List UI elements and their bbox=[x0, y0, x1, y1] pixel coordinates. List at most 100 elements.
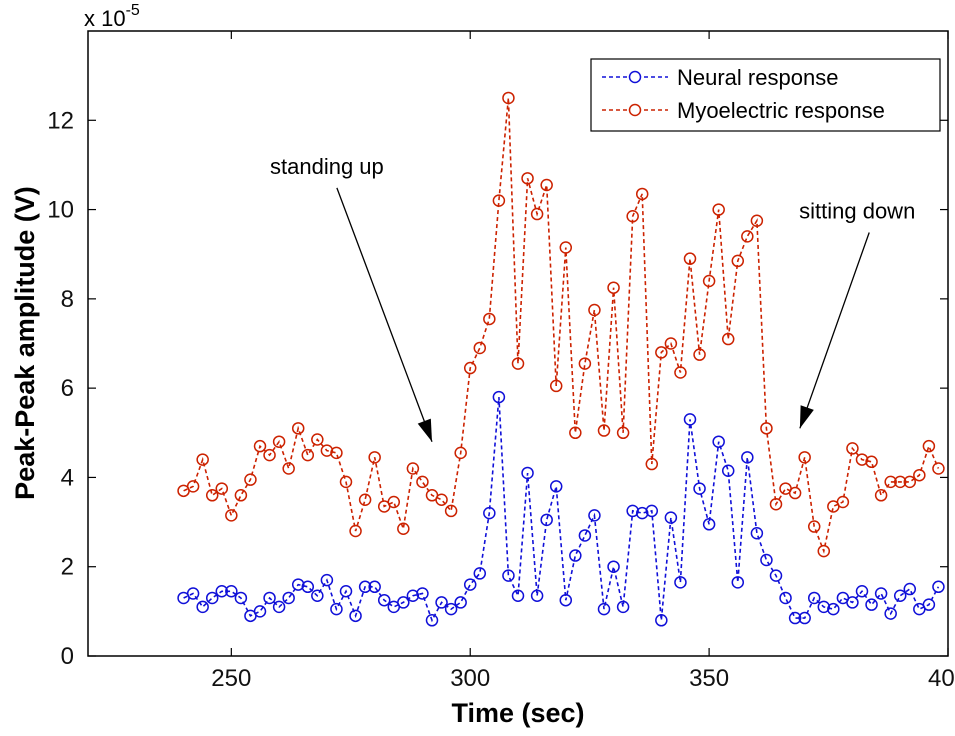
data-point bbox=[234, 591, 248, 605]
data-point bbox=[750, 526, 764, 540]
y-scale-multiplier: x 10-5 bbox=[84, 2, 140, 31]
data-point bbox=[855, 585, 869, 598]
data-point bbox=[874, 587, 888, 600]
data-point bbox=[444, 504, 458, 518]
data-point bbox=[397, 596, 410, 609]
data-point bbox=[349, 609, 362, 623]
data-point bbox=[521, 172, 534, 185]
data-point bbox=[205, 489, 219, 502]
legend-box bbox=[590, 58, 941, 132]
data-point bbox=[788, 611, 802, 625]
data-point bbox=[913, 468, 926, 482]
data-point bbox=[502, 569, 515, 582]
data-point bbox=[741, 451, 754, 464]
data-point bbox=[865, 455, 878, 469]
y-tick-label: 2 bbox=[61, 554, 74, 581]
plot-frame bbox=[87, 30, 949, 657]
data-point bbox=[588, 303, 601, 317]
legend-swatch-marker bbox=[628, 103, 642, 117]
data-point bbox=[559, 241, 573, 254]
series-line bbox=[183, 97, 940, 554]
data-point bbox=[549, 379, 563, 393]
data-point bbox=[559, 593, 573, 607]
data-point bbox=[301, 448, 315, 462]
data-point bbox=[903, 582, 917, 596]
data-point bbox=[702, 274, 716, 288]
data-point bbox=[893, 475, 907, 489]
data-point bbox=[282, 462, 295, 475]
data-point bbox=[855, 453, 869, 466]
data-point bbox=[311, 589, 324, 602]
data-point bbox=[349, 524, 362, 538]
data-point bbox=[807, 520, 821, 533]
data-point bbox=[368, 451, 381, 464]
data-point bbox=[511, 589, 525, 602]
data-point bbox=[932, 580, 945, 594]
data-point bbox=[406, 462, 420, 475]
data-point bbox=[597, 602, 611, 616]
data-point bbox=[846, 596, 859, 609]
annotation-arrow-head bbox=[417, 418, 432, 442]
data-point bbox=[922, 598, 936, 611]
data-point bbox=[196, 600, 209, 614]
data-point bbox=[626, 210, 639, 223]
y-tick-label: 10 bbox=[47, 197, 74, 224]
data-point bbox=[655, 614, 668, 627]
y-tick-label: 8 bbox=[61, 286, 74, 313]
data-point bbox=[263, 591, 276, 605]
data-point bbox=[358, 493, 372, 506]
annotation-arrow-head bbox=[799, 405, 814, 429]
data-point bbox=[893, 589, 907, 602]
data-point bbox=[702, 518, 716, 531]
x-tick-label: 400 bbox=[928, 665, 955, 692]
data-point bbox=[846, 442, 859, 455]
data-point bbox=[387, 495, 401, 509]
data-point bbox=[483, 506, 496, 520]
legend-label: Neural response bbox=[677, 65, 838, 90]
data-point bbox=[244, 473, 257, 486]
data-point bbox=[817, 544, 831, 558]
data-point bbox=[320, 573, 334, 587]
legend-label: Myoelectric response bbox=[677, 98, 885, 123]
data-point bbox=[463, 578, 477, 591]
data-point bbox=[569, 426, 582, 440]
data-point bbox=[616, 600, 630, 614]
data-point bbox=[540, 513, 553, 527]
annotation: sitting down bbox=[799, 199, 915, 429]
data-point bbox=[397, 522, 410, 536]
legend-item: Myoelectric response bbox=[602, 98, 885, 123]
data-point bbox=[569, 549, 582, 562]
data-point bbox=[664, 337, 678, 350]
y-tick-label: 6 bbox=[61, 375, 74, 402]
y-tick-label: 0 bbox=[61, 643, 74, 670]
data-point bbox=[655, 346, 668, 359]
annotation-layer: standing up sitting down bbox=[270, 154, 915, 442]
data-point bbox=[635, 506, 649, 520]
data-point bbox=[253, 605, 267, 618]
data-point bbox=[922, 439, 936, 453]
data-point bbox=[492, 194, 506, 207]
data-point bbox=[330, 602, 343, 616]
data-point bbox=[769, 497, 783, 511]
data-point bbox=[330, 446, 343, 460]
series-line bbox=[183, 397, 940, 623]
annotation-arrow-line bbox=[799, 232, 870, 429]
data-point bbox=[511, 357, 525, 370]
data-point bbox=[502, 91, 515, 105]
data-point bbox=[483, 312, 496, 326]
data-point bbox=[664, 511, 678, 524]
data-point bbox=[205, 591, 219, 605]
data-point bbox=[492, 390, 506, 404]
series-layer bbox=[177, 91, 945, 627]
series-neural bbox=[177, 390, 945, 627]
x-axis-title: Time (sec) bbox=[451, 698, 584, 728]
data-point bbox=[721, 464, 735, 477]
data-point bbox=[406, 589, 420, 602]
data-point bbox=[807, 591, 821, 605]
data-point bbox=[463, 361, 477, 375]
legend-item: Neural response bbox=[602, 65, 838, 90]
annotation: standing up bbox=[270, 154, 433, 442]
data-point bbox=[607, 560, 620, 573]
data-point bbox=[817, 600, 831, 614]
